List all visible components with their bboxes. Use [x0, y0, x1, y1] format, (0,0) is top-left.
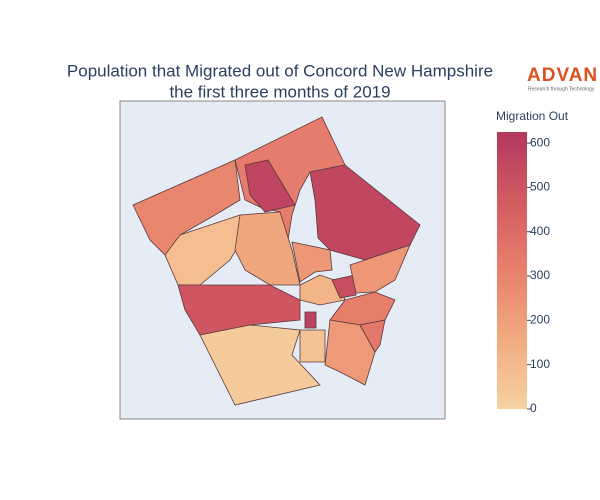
colorbar — [497, 132, 527, 409]
region — [234, 116, 346, 241]
colorbar-title: Migration Out — [496, 109, 569, 123]
region — [291, 241, 333, 283]
region — [359, 319, 386, 353]
chart-title: Population that Migrated out of Concord … — [67, 61, 493, 80]
region — [304, 311, 317, 329]
region — [132, 159, 241, 261]
region — [199, 324, 321, 406]
region — [177, 284, 301, 336]
colorbar-tick-label: 200 — [530, 313, 550, 327]
region — [349, 244, 411, 294]
region — [299, 329, 326, 363]
region — [234, 211, 301, 286]
chart-subtitle: the first three months of 2019 — [169, 82, 390, 101]
colorbar-tick-label: 0 — [530, 401, 537, 415]
colorbar-tick-label: 500 — [530, 180, 550, 194]
colorbar-ticks: 0 100 200 300 400 500 600 — [527, 135, 550, 415]
logo: ADVAN — [527, 65, 598, 86]
colorbar-tick-label: 600 — [530, 135, 550, 149]
logo-tagline: Research through Technology — [528, 86, 595, 92]
region — [331, 274, 357, 299]
map — [132, 116, 421, 406]
colorbar-tick-label: 300 — [530, 268, 550, 282]
region — [244, 159, 296, 213]
colorbar-tick-label: 400 — [530, 224, 550, 238]
colorbar-tick-label: 100 — [530, 357, 550, 371]
